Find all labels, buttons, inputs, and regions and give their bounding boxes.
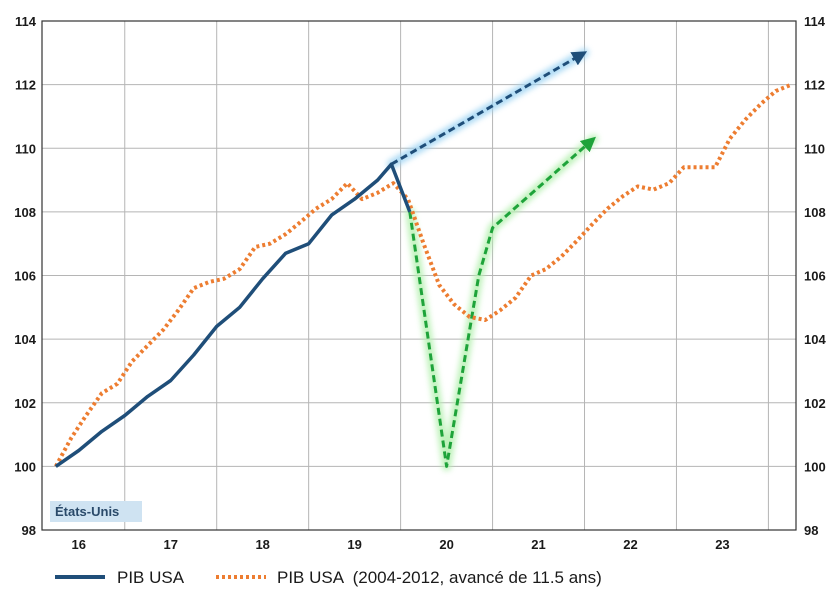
y-axis-right: 98 100 102 104 106 108 110 112 114 bbox=[804, 14, 826, 538]
y-tick-left-110: 110 bbox=[15, 141, 36, 156]
y-tick-right-108: 108 bbox=[804, 205, 826, 220]
y-tick-left-104: 104 bbox=[14, 332, 36, 347]
region-badge-label: États-Unis bbox=[55, 504, 119, 519]
y-tick-left-100: 100 bbox=[14, 459, 36, 474]
series-layer bbox=[54, 48, 793, 471]
series-shifted-line bbox=[54, 82, 793, 468]
legend-label-shifted: PIB USA (2004-2012, avancé de 11.5 ans) bbox=[277, 568, 602, 587]
y-tick-right-104: 104 bbox=[804, 332, 826, 347]
x-tick-17: 17 bbox=[163, 537, 177, 552]
x-tick-23: 23 bbox=[715, 537, 729, 552]
y-tick-right-100: 100 bbox=[804, 459, 826, 474]
series-scenario-v-line bbox=[408, 136, 596, 468]
x-axis: 16 17 18 19 20 21 22 23 bbox=[72, 537, 730, 552]
y-tick-right-98: 98 bbox=[804, 523, 818, 538]
y-tick-left-112: 112 bbox=[15, 78, 36, 93]
series-scenario-trend-line bbox=[390, 51, 588, 166]
x-tick-19: 19 bbox=[347, 537, 361, 552]
x-tick-21: 21 bbox=[531, 537, 545, 552]
series-actual-line bbox=[54, 162, 412, 468]
region-badge-background bbox=[50, 501, 142, 522]
x-tick-22: 22 bbox=[623, 537, 637, 552]
y-tick-left-114: 114 bbox=[15, 14, 37, 29]
y-tick-right-114: 114 bbox=[804, 14, 826, 29]
y-tick-left-106: 106 bbox=[14, 269, 36, 284]
x-tick-16: 16 bbox=[72, 537, 86, 552]
y-tick-right-106: 106 bbox=[804, 269, 826, 284]
y-tick-left-102: 102 bbox=[14, 396, 36, 411]
region-badge: États-Unis bbox=[50, 501, 142, 522]
y-axis-left: 98 100 102 104 106 108 110 112 114 bbox=[14, 14, 36, 538]
plot-frame bbox=[41, 20, 797, 531]
y-tick-right-102: 102 bbox=[804, 396, 826, 411]
y-tick-right-112: 112 bbox=[804, 78, 825, 93]
legend-label-actual: PIB USA bbox=[117, 568, 185, 587]
x-tick-20: 20 bbox=[439, 537, 453, 552]
y-tick-left-108: 108 bbox=[14, 205, 36, 220]
y-tick-right-110: 110 bbox=[804, 141, 825, 156]
y-tick-left-98: 98 bbox=[22, 523, 36, 538]
legend: PIB USA PIB USA (2004-2012, avancé de 11… bbox=[55, 568, 602, 587]
x-tick-18: 18 bbox=[255, 537, 269, 552]
